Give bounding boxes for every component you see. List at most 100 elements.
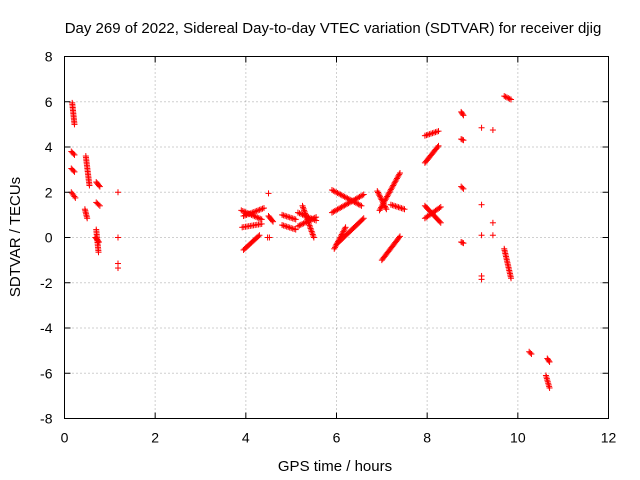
data-point	[244, 211, 251, 218]
data-point	[506, 95, 513, 102]
data-point	[508, 275, 515, 282]
data-point	[71, 168, 78, 175]
data-point	[71, 151, 78, 158]
data-point	[299, 221, 306, 228]
data-point	[252, 213, 259, 220]
data-point	[84, 215, 91, 222]
data-point	[360, 215, 367, 222]
x-axis-label: GPS time / hours	[278, 458, 392, 475]
data-point	[270, 218, 277, 225]
y-tick-label: 6	[45, 94, 53, 110]
data-point	[501, 93, 508, 100]
y-tick-label: -2	[40, 275, 53, 291]
data-point	[253, 207, 260, 214]
data-point	[545, 357, 552, 364]
data-point	[255, 215, 262, 222]
y-axis-label: SDTVAR / TECUs	[7, 177, 24, 297]
data-point	[528, 351, 535, 358]
data-point	[292, 226, 299, 233]
data-point	[255, 207, 262, 214]
data-point	[242, 212, 249, 219]
data-point	[240, 213, 247, 220]
data-point	[460, 185, 467, 192]
data-point	[459, 136, 466, 143]
y-tick-label: -6	[40, 365, 53, 381]
y-tick-label: 4	[45, 139, 53, 155]
y-tick-labels: -8 -6 -4 -2 0 2 4 6 8	[40, 49, 53, 427]
data-point	[95, 249, 102, 256]
data-point	[396, 234, 403, 241]
data-point	[434, 144, 441, 151]
data-point	[376, 192, 383, 199]
data-point	[96, 202, 103, 209]
data-point	[239, 207, 246, 214]
data-point	[437, 219, 444, 226]
data-point	[246, 210, 253, 217]
data-point	[71, 193, 78, 200]
data-point	[95, 201, 102, 208]
data-point	[401, 206, 408, 213]
chart-title: Day 269 of 2022, Sidereal Day-to-day VTE…	[65, 20, 602, 37]
data-point	[86, 182, 93, 189]
data-point	[114, 265, 121, 272]
data-point	[437, 203, 444, 210]
data-point	[258, 220, 265, 227]
data-point	[297, 221, 304, 228]
data-point	[257, 215, 264, 222]
data-point	[360, 191, 367, 198]
data-point	[377, 193, 384, 200]
data-point	[478, 201, 485, 208]
data-point	[436, 204, 443, 211]
data-point	[478, 276, 485, 283]
data-point	[256, 206, 263, 213]
data-point	[383, 206, 390, 213]
axis-ticks	[64, 56, 609, 419]
data-point	[254, 214, 261, 221]
data-point	[260, 205, 267, 212]
data-point	[546, 358, 553, 365]
data-point	[96, 183, 103, 190]
data-point	[71, 121, 78, 128]
data-point	[342, 224, 349, 231]
x-tick-label: 10	[510, 430, 526, 446]
data-point	[436, 218, 443, 225]
x-tick-label: 6	[333, 430, 341, 446]
data-point	[95, 237, 102, 244]
y-tick-label: 8	[45, 49, 53, 65]
data-point	[95, 182, 102, 189]
data-point	[292, 216, 299, 223]
x-tick-label: 0	[61, 430, 69, 446]
data-point	[310, 234, 317, 241]
data-point	[502, 93, 509, 100]
data-point	[460, 112, 467, 119]
data-point	[508, 96, 515, 103]
data-point	[256, 232, 263, 239]
data-point	[459, 184, 466, 191]
data-point	[460, 137, 467, 144]
data-point	[460, 240, 467, 247]
data-point	[250, 209, 257, 216]
x-tick-label: 12	[601, 430, 617, 446]
data-point	[255, 233, 262, 240]
data-point	[375, 190, 382, 197]
data-point	[311, 214, 318, 221]
data-point	[374, 189, 381, 196]
data-point	[114, 189, 121, 196]
data-point	[478, 124, 485, 131]
data-point	[341, 225, 348, 232]
data-point	[258, 206, 265, 213]
data-point	[294, 223, 301, 230]
data-point	[238, 207, 245, 214]
y-tick-label: -4	[40, 320, 53, 336]
data-point	[359, 192, 366, 199]
data-point	[265, 190, 272, 197]
data-point	[358, 202, 365, 209]
y-tick-label: -8	[40, 411, 53, 427]
data-point	[546, 384, 553, 391]
data-point	[489, 219, 496, 226]
x-tick-labels: 0 2 4 6 8 10 12	[61, 430, 617, 446]
data-point	[72, 194, 79, 201]
data-point	[396, 170, 403, 177]
data-point	[359, 216, 366, 223]
